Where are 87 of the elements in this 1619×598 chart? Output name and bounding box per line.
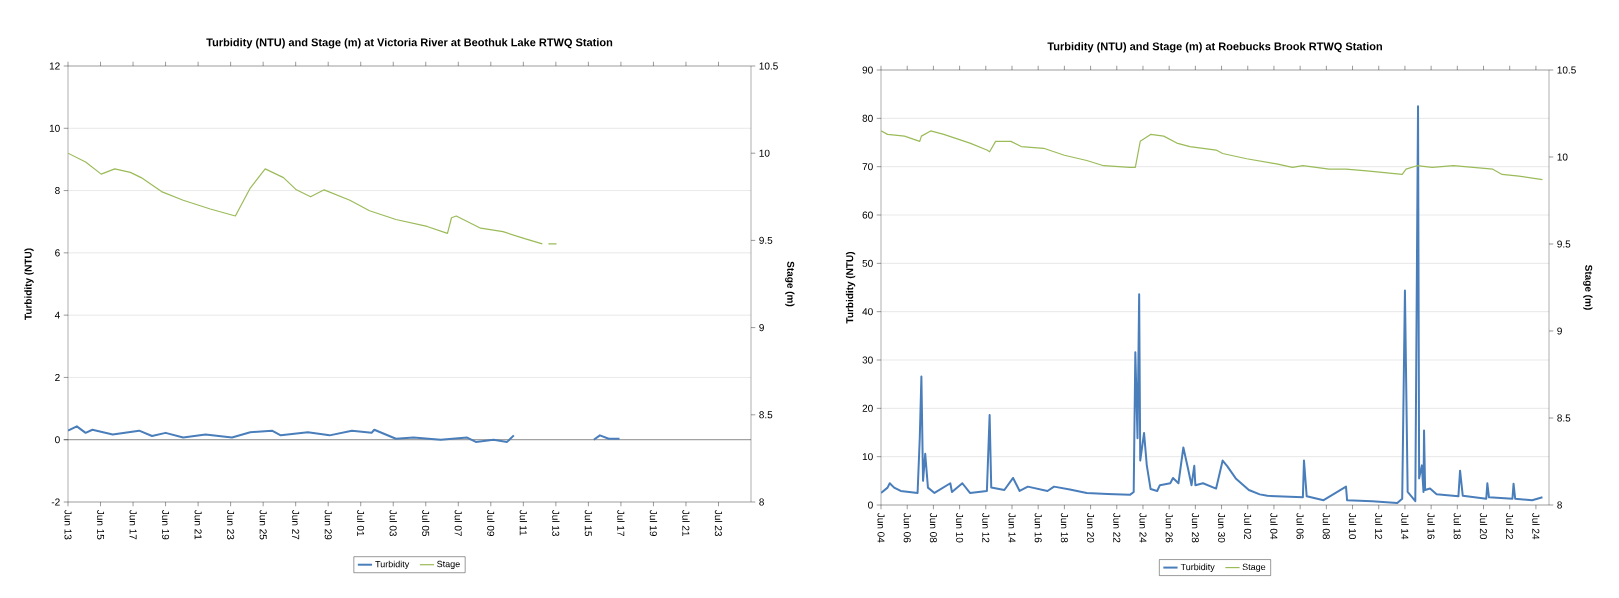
x-tick-label: Jul 08 [1322,512,1331,540]
y-tick-label: 80 [862,114,873,122]
x-tick-label: Jun 13 [64,509,72,540]
x-tick-label: Jun 22 [1113,512,1121,543]
x-tick-label: Jul 07 [454,509,462,536]
y2-tick-label: 8.5 [759,411,773,419]
x-tick-label: Jul 01 [357,509,365,536]
x-tick-label: Jun 24 [1139,512,1147,543]
legend-label: Turbidity [375,560,410,570]
x-tick-label: Jun 26 [1165,512,1173,543]
y2-tick-label: 9.5 [1557,240,1571,248]
y-tick-label: 0 [868,501,873,509]
y-tick-label: 70 [862,163,873,171]
y-axis-title: Turbidity (NTU) [845,251,856,324]
y-tick-label: 10 [862,453,873,461]
chart-title: Turbidity (NTU) and Stage (m) at Roebucks Brook RTWQ Station [1047,42,1382,53]
y2-tick-label: 10 [759,149,770,157]
x-tick-label: Jul 24 [1532,512,1540,540]
y2-tick-label: 10.5 [1557,66,1576,74]
y2-axis-title: Stage (m) [1583,265,1593,310]
legend-label: Stage [437,560,460,569]
y2-tick-label: 8 [1557,501,1562,509]
y-tick-label: 50 [862,259,873,267]
y-tick-label: 20 [862,404,873,412]
x-tick-label: Jun 21 [194,509,202,540]
y2-tick-label: 8 [759,498,764,506]
y-tick-label: 40 [862,308,873,316]
x-tick-label: Jul 19 [649,509,658,537]
y2-axis-title: Stage (m) [785,261,795,307]
x-tick-label: Jul 09 [487,509,495,537]
x-tick-label: Jun 15 [97,509,105,540]
x-tick-label: Jul 10 [1348,512,1357,540]
y-tick-label: 12 [49,62,60,70]
y-tick-label: 2 [55,373,60,381]
y2-tick-label: 9 [759,324,764,332]
x-tick-label: Jul 13 [552,509,560,537]
x-tick-label: Jul 11 [519,509,528,536]
x-tick-label: Jul 03 [389,509,397,537]
x-tick-label: Jul 12 [1375,512,1383,539]
y-axis-title: Turbidity (NTU) [24,248,34,320]
x-tick-label: Jun 23 [227,509,235,540]
y2-tick-label: 8.5 [1557,414,1571,422]
x-tick-label: Jun 29 [324,509,332,540]
x-tick-label: Jun 27 [292,509,300,540]
x-tick-label: Jul 23 [714,509,723,537]
x-tick-label: Jul 02 [1244,512,1252,539]
y-tick-label: 90 [862,66,873,74]
x-tick-label: Jun 17 [129,509,137,540]
x-tick-label: Jun 19 [162,509,170,540]
x-tick-label: Jul 05 [422,509,430,537]
x-tick-label: Jun 06 [903,512,911,543]
x-tick-label: Jun 14 [1008,512,1016,543]
y-tick-label: -2 [51,498,60,506]
x-tick-label: Jul 14 [1401,512,1409,540]
y-tick-label: 4 [54,311,60,319]
y-tick-label: 60 [862,211,873,219]
x-tick-label: Jul 15 [584,509,593,537]
x-tick-label: Jun 08 [929,512,937,543]
x-tick-label: Jul 04 [1270,512,1278,540]
legend-label: Stage [1242,563,1266,572]
y-tick-label: 8 [55,187,60,195]
x-tick-label: Jun 20 [1087,512,1095,543]
x-tick-label: Jun 18 [1060,512,1068,543]
x-tick-label: Jun 16 [1034,512,1042,543]
x-tick-label: Jun 04 [877,512,885,543]
legend-label: Turbidity [1180,563,1215,572]
chart-title: Turbidity (NTU) and Stage (m) at Victoria River at Beothuk Lake RTWQ Station [206,38,613,49]
x-tick-label: Jun 12 [982,512,990,543]
x-tick-label: Jul 22 [1506,512,1514,539]
x-tick-label: Jun 28 [1191,512,1199,543]
x-tick-label: Jul 17 [617,509,625,536]
x-tick-label: Jun 25 [259,509,267,540]
y2-tick-label: 10.5 [759,62,778,70]
x-tick-label: Jul 18 [1453,512,1461,540]
y-tick-label: 6 [55,249,60,257]
x-tick-label: Jul 06 [1296,512,1304,540]
y-tick-label: 10 [49,124,60,132]
y2-tick-label: 9.5 [759,236,773,244]
x-tick-label: Jul 20 [1479,512,1488,540]
x-tick-label: Jun 30 [1218,512,1226,543]
y-tick-label: 0 [55,436,60,444]
x-tick-label: Jul 21 [682,509,690,536]
x-tick-label: Jun 10 [956,512,964,543]
y2-tick-label: 9 [1557,327,1562,335]
y-tick-label: 30 [862,356,873,364]
y2-tick-label: 10 [1557,153,1568,161]
x-tick-label: Jul 16 [1427,512,1435,540]
